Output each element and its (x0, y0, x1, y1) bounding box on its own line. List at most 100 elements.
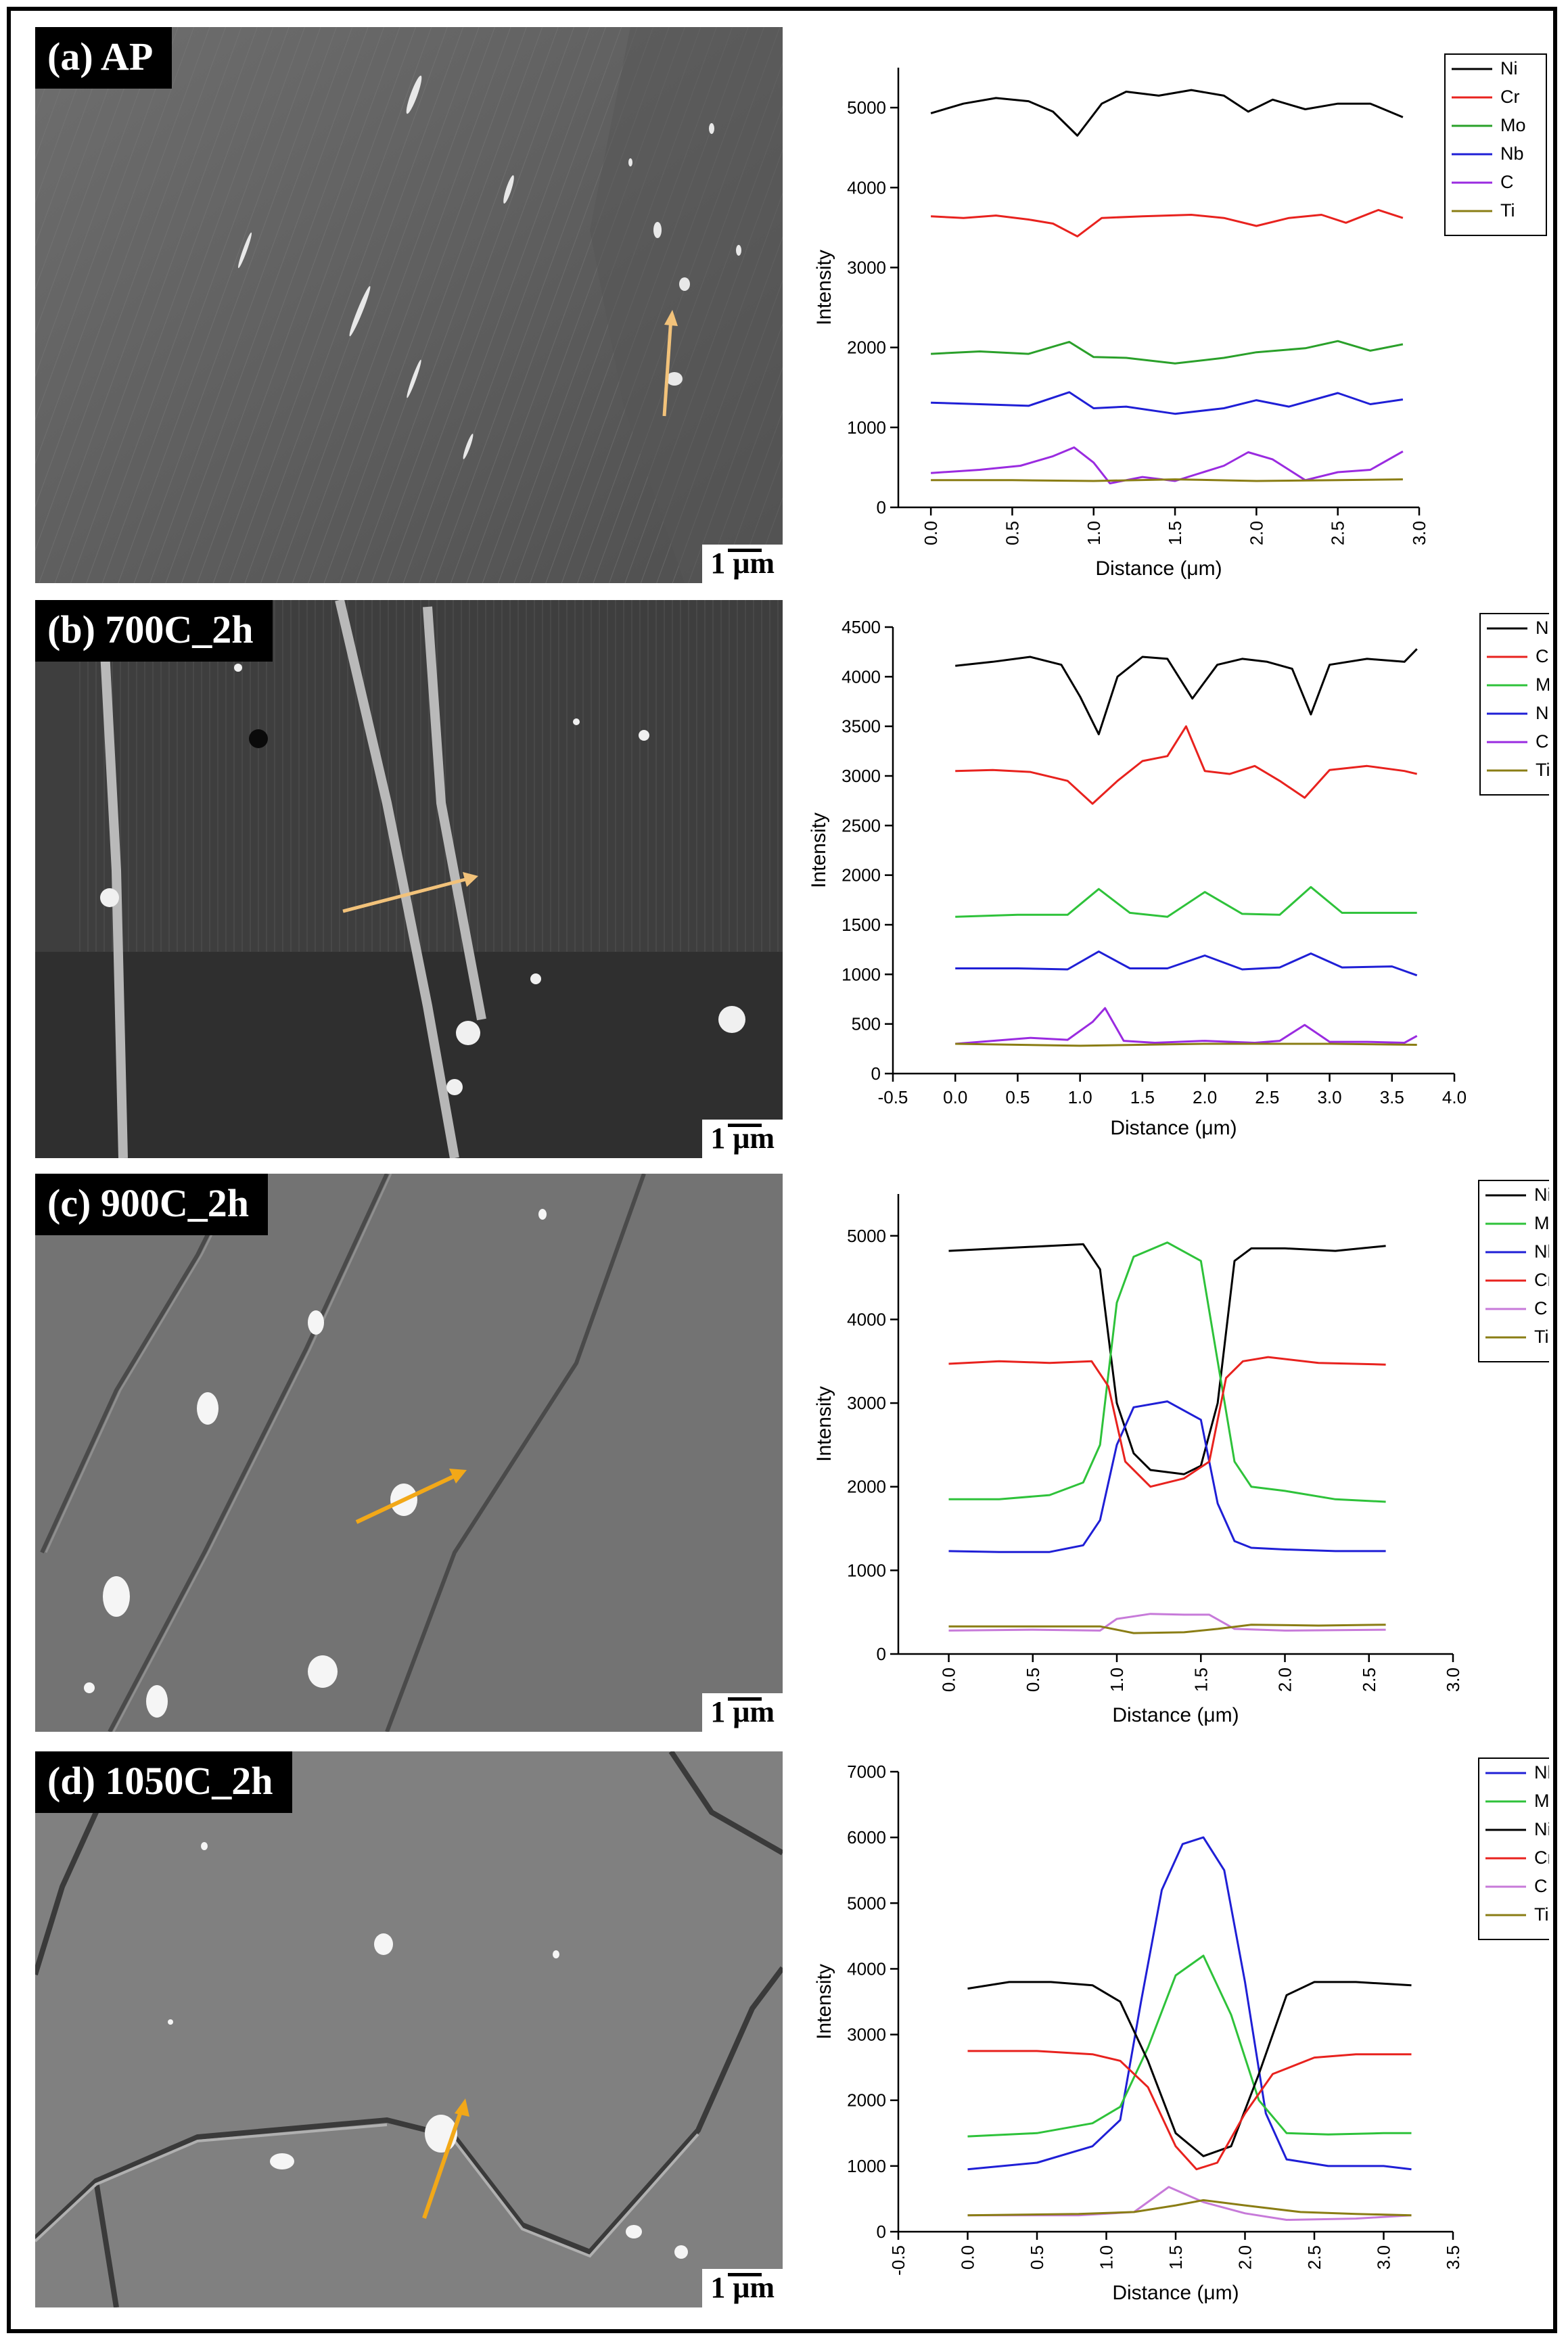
legend-label: Ni (1534, 1185, 1549, 1205)
legend-label: Nb (1500, 143, 1524, 164)
line-profile-chart-ap: 0 1000 2000 3000 4000 5000 0.0 0.5 1.0 1.5 2.0 2.5 3… (798, 27, 1549, 589)
series-line-mo (931, 340, 1404, 365)
panel-label: (c) 900C_2h (35, 1174, 269, 1235)
legend-label: Nb (1534, 1241, 1549, 1262)
y-axis-label: Intensity (813, 250, 835, 325)
y-axis-label: Intensity (808, 812, 830, 888)
scale-bar: 1 μm (702, 545, 783, 583)
series-line-mo (967, 1954, 1412, 2138)
series-line-cr (955, 725, 1418, 805)
chart-svg: 0 1000 2000 3000 4000 5000 0.0 0.5 1.0 1.5 2.0 2.5 3… (813, 53, 1547, 580)
x-tick-label: 2.5 (1359, 1668, 1379, 1692)
x-tick-label: 2.5 (1328, 521, 1348, 545)
y-tick-label: 3000 (847, 2025, 886, 2045)
y-tick-label: 500 (852, 1014, 881, 1034)
panel-label: (d) 1050C_2h (35, 1751, 292, 1813)
legend-label: Mo (1534, 1791, 1549, 1811)
sem-micrograph (35, 1751, 783, 2307)
x-tick-label: 0.5 (1023, 1668, 1043, 1692)
legend-label: C (1534, 1876, 1548, 1896)
line-profile-chart-1050c: 0 1000 2000 3000 4000 5000 6000 7000 -0.5 0.0 0.5 1… (798, 1751, 1549, 2313)
legend-label: Mo (1500, 115, 1526, 135)
y-tick-label: 3000 (847, 1393, 886, 1413)
y-tick-label: 5000 (847, 97, 886, 118)
y-tick-label: 0 (877, 1644, 886, 1664)
x-tick-label: 0.5 (1002, 521, 1022, 545)
y-tick-label: 2000 (847, 1477, 886, 1497)
panel-label: (b) 700C_2h (35, 600, 273, 662)
x-tick-label: 3.0 (1409, 521, 1429, 545)
y-tick-label: 4000 (841, 666, 881, 687)
chart-svg: 0 500 1000 1500 2000 2500 3000 3500 4000 4500 -0.5… (808, 613, 1549, 1139)
x-tick-label: 1.0 (1084, 521, 1104, 545)
scale-bar: 1 μm (702, 1693, 783, 1732)
y-tick-label: 4000 (847, 1958, 886, 1979)
x-tick-label: 3.0 (1443, 1668, 1463, 1692)
y-tick-label: 1000 (847, 417, 886, 438)
x-tick-label: 2.0 (1246, 521, 1266, 545)
x-tick-label: 3.5 (1443, 2245, 1463, 2270)
sem-micrograph (35, 1174, 783, 1732)
legend-label: C (1534, 1298, 1548, 1318)
series-line-ni (948, 1243, 1386, 1475)
series-line-ni (955, 648, 1418, 735)
line-profile-chart-900c: 0 1000 2000 3000 4000 5000 0.0 0.5 1.0 1.5 2.0 2.5 3… (798, 1174, 1549, 1735)
scale-bar-label: 1 μm (710, 547, 775, 580)
x-tick-label: 0.0 (939, 1668, 959, 1692)
legend-label: Nb (1534, 1762, 1549, 1783)
scale-bar: 1 μm (702, 1120, 783, 1158)
y-tick-label: 0 (871, 1063, 881, 1084)
y-tick-label: 2000 (841, 865, 881, 886)
series-line-nb (955, 950, 1418, 977)
y-tick-label: 1000 (847, 2156, 886, 2176)
x-tick-label: 3.0 (1317, 1087, 1341, 1107)
series-line-ti (955, 1042, 1417, 1047)
x-tick-label: 1.5 (1130, 1087, 1155, 1107)
x-tick-label: 1.5 (1191, 1668, 1211, 1692)
series-line-mo (948, 1241, 1386, 1503)
series-line-ti (948, 1624, 1386, 1634)
legend-label: C (1500, 172, 1514, 192)
legend-label: Cr (1536, 646, 1549, 666)
x-axis-label: Distance (μm) (1112, 2282, 1239, 2304)
legend-label: Cr (1500, 87, 1520, 107)
x-tick-label: 2.0 (1193, 1087, 1217, 1107)
y-tick-label: 4000 (847, 1309, 886, 1329)
x-tick-label: 1.0 (1068, 1087, 1092, 1107)
y-tick-label: 0 (877, 497, 886, 518)
sem-image-900c: (c) 900C_2h 1 μm (35, 1174, 783, 1732)
x-tick-label: -0.5 (878, 1087, 908, 1107)
x-axis-label: Distance (μm) (1112, 1704, 1239, 1726)
series-line-nb (967, 1836, 1412, 2171)
y-axis-label: Intensity (813, 1964, 835, 2040)
legend-label: Ni (1500, 58, 1518, 78)
x-tick-label: 1.0 (1097, 2245, 1117, 2270)
legend-label: Ni (1534, 1819, 1549, 1839)
legend (1478, 1757, 1549, 1940)
series-line-mo (955, 886, 1417, 918)
x-tick-label: 0.0 (921, 521, 941, 545)
x-axis-label: Distance (μm) (1110, 1117, 1237, 1139)
x-tick-label: 2.0 (1235, 2245, 1255, 2270)
line-profile-chart-700c: 0 500 1000 1500 2000 2500 3000 3500 4000 4500 -0.5… (798, 600, 1549, 1162)
x-tick-label: 0.0 (943, 1087, 967, 1107)
x-tick-label: 2.5 (1255, 1087, 1279, 1107)
x-tick-label: 0.0 (958, 2245, 978, 2270)
legend-label: C (1536, 731, 1549, 752)
series-line-ti (931, 478, 1403, 482)
panel-label: (a) AP (35, 27, 172, 89)
y-axis-label: Intensity (813, 1386, 835, 1462)
legend-label: Mo (1534, 1213, 1549, 1233)
y-tick-label: 1000 (847, 1560, 886, 1580)
sem-micrograph (35, 27, 783, 583)
sem-image-700c: (b) 700C_2h 1 μm (35, 600, 783, 1158)
chart-svg: 0 1000 2000 3000 4000 5000 6000 7000 -0.5 0.0 0.5 1… (813, 1757, 1549, 2304)
y-tick-label: 4500 (841, 617, 881, 637)
y-tick-label: 3000 (841, 766, 881, 786)
y-tick-label: 5000 (847, 1226, 886, 1246)
series-line-c (931, 446, 1404, 484)
series-line-ni (930, 89, 1404, 137)
y-tick-label: 2500 (841, 815, 881, 835)
y-tick-label: 3500 (841, 716, 881, 737)
chart-svg: 0 1000 2000 3000 4000 5000 0.0 0.5 1.0 1.5 2.0 2.5 3… (813, 1180, 1549, 1726)
